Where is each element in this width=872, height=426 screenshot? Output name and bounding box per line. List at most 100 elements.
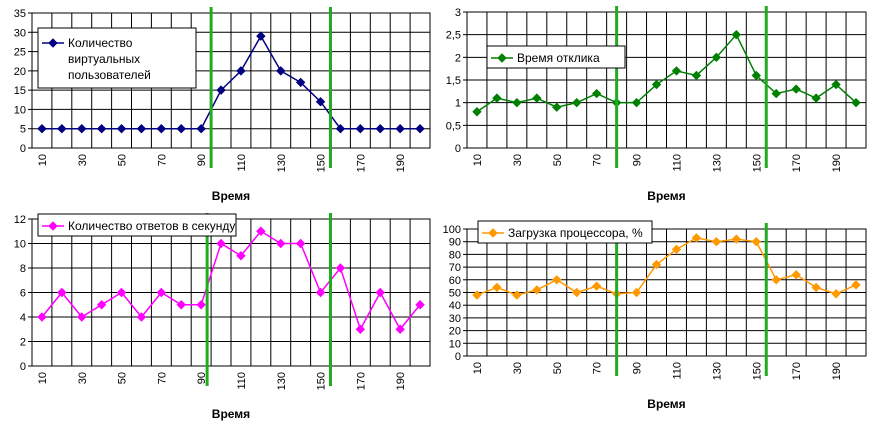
- legend: Количество ответов в секунду: [37, 213, 237, 237]
- data-point: [631, 287, 642, 298]
- x-tick-label: 30: [77, 372, 89, 384]
- x-tick-label: 110: [671, 362, 683, 380]
- y-tick-label: 15: [14, 85, 26, 97]
- data-point: [136, 124, 147, 134]
- legend-swatch-marker: [497, 53, 507, 63]
- data-point: [116, 287, 127, 298]
- y-tick-label: 90: [449, 237, 461, 249]
- data-point: [572, 97, 582, 108]
- y-tick-label: 30: [449, 313, 461, 325]
- data-point: [572, 287, 582, 298]
- y-tick-label: 1,5: [446, 75, 461, 87]
- data-point: [57, 287, 67, 298]
- data-point: [591, 88, 602, 99]
- data-point: [771, 275, 781, 285]
- data-point: [236, 251, 246, 261]
- y-tick-label: 0,5: [446, 120, 461, 132]
- data-point: [631, 97, 642, 108]
- data-point: [512, 290, 522, 300]
- y-tick-label: 80: [449, 249, 461, 261]
- data-point: [315, 97, 326, 107]
- data-point: [216, 238, 226, 249]
- data-point: [236, 66, 246, 76]
- data-point: [176, 124, 186, 134]
- data-point: [295, 77, 306, 88]
- y-tick-label: 10: [14, 104, 26, 116]
- data-point: [791, 84, 801, 94]
- data-point: [77, 312, 87, 322]
- data-point: [216, 85, 226, 95]
- x-tick-label: 190: [831, 362, 843, 380]
- legend-label: пользователей: [68, 68, 151, 82]
- chart-2: 0 0,5 1 1,5 2 2,5 3 10 30 50 70 90 110 130 150 170 190 Вр…: [446, 6, 867, 203]
- x-tick-label: 130: [276, 372, 288, 390]
- x-tick-label: 10: [37, 372, 49, 384]
- x-tick-label: 90: [196, 372, 208, 384]
- x-tick-label: 150: [316, 372, 328, 390]
- data-point: [691, 70, 702, 81]
- x-axis-title: Время: [212, 407, 250, 421]
- data-point: [771, 88, 781, 99]
- data-point: [731, 29, 742, 40]
- legend-label: Количество ответов в секунду: [68, 219, 235, 233]
- y-tick-label: 10: [449, 338, 461, 350]
- data-point: [415, 124, 425, 134]
- x-tick-label: 170: [791, 154, 803, 172]
- x-tick-label: 70: [156, 372, 168, 384]
- data-point: [472, 107, 482, 117]
- x-tick-label: 110: [236, 154, 248, 172]
- data-point: [492, 282, 502, 293]
- y-tick-label: 1: [455, 98, 461, 110]
- data-point: [651, 79, 662, 90]
- legend-label: Время отклика: [517, 51, 600, 65]
- x-tick-label: 90: [632, 362, 644, 374]
- data-point: [256, 31, 266, 41]
- data-point: [552, 102, 562, 112]
- x-tick-label: 10: [37, 154, 49, 166]
- data-point: [415, 300, 425, 310]
- y-tick-label: 35: [14, 8, 26, 20]
- x-tick-label: 110: [236, 372, 248, 390]
- x-tick-label: 190: [395, 372, 407, 390]
- y-tick-label: 0: [20, 143, 26, 155]
- legend-box: [37, 213, 237, 237]
- data-point: [196, 300, 206, 310]
- x-tick-label: 30: [77, 154, 89, 166]
- data-point: [395, 324, 405, 334]
- x-axis-title: Время: [647, 397, 685, 411]
- data-point: [156, 124, 167, 134]
- x-tick-label: 190: [395, 154, 407, 172]
- data-point: [552, 275, 562, 285]
- data-point: [96, 124, 107, 134]
- x-tick-label: 150: [751, 154, 763, 172]
- x-tick-label: 70: [156, 154, 168, 166]
- data-point: [136, 312, 147, 322]
- legend: Количество виртуальных пользователей: [37, 27, 197, 89]
- y-tick-label: 3: [455, 7, 461, 19]
- x-tick-label: 170: [791, 362, 803, 380]
- data-point: [751, 70, 761, 81]
- x-tick-label: 70: [592, 154, 604, 166]
- y-tick-label: 60: [449, 275, 461, 287]
- data-point: [532, 285, 542, 295]
- legend-label: Загрузка процессора, %: [508, 226, 643, 240]
- data-point: [671, 66, 682, 76]
- data-point: [375, 124, 385, 134]
- y-tick-label: 2,5: [446, 30, 461, 42]
- legend-swatch-marker: [48, 38, 58, 48]
- y-tick-label: 20: [449, 326, 461, 338]
- data-point: [256, 226, 266, 236]
- data-point: [335, 124, 346, 134]
- data-point: [831, 79, 841, 90]
- x-tick-label: 190: [831, 154, 843, 172]
- y-tick-label: 0: [20, 361, 26, 373]
- data-point: [591, 281, 602, 291]
- legend-label: виртуальных: [68, 52, 140, 66]
- y-tick-label: 0: [455, 351, 461, 363]
- x-tick-label: 30: [512, 362, 524, 374]
- data-point: [335, 263, 346, 273]
- data-point: [315, 287, 326, 298]
- legend-box: [486, 45, 626, 69]
- data-point: [532, 93, 542, 103]
